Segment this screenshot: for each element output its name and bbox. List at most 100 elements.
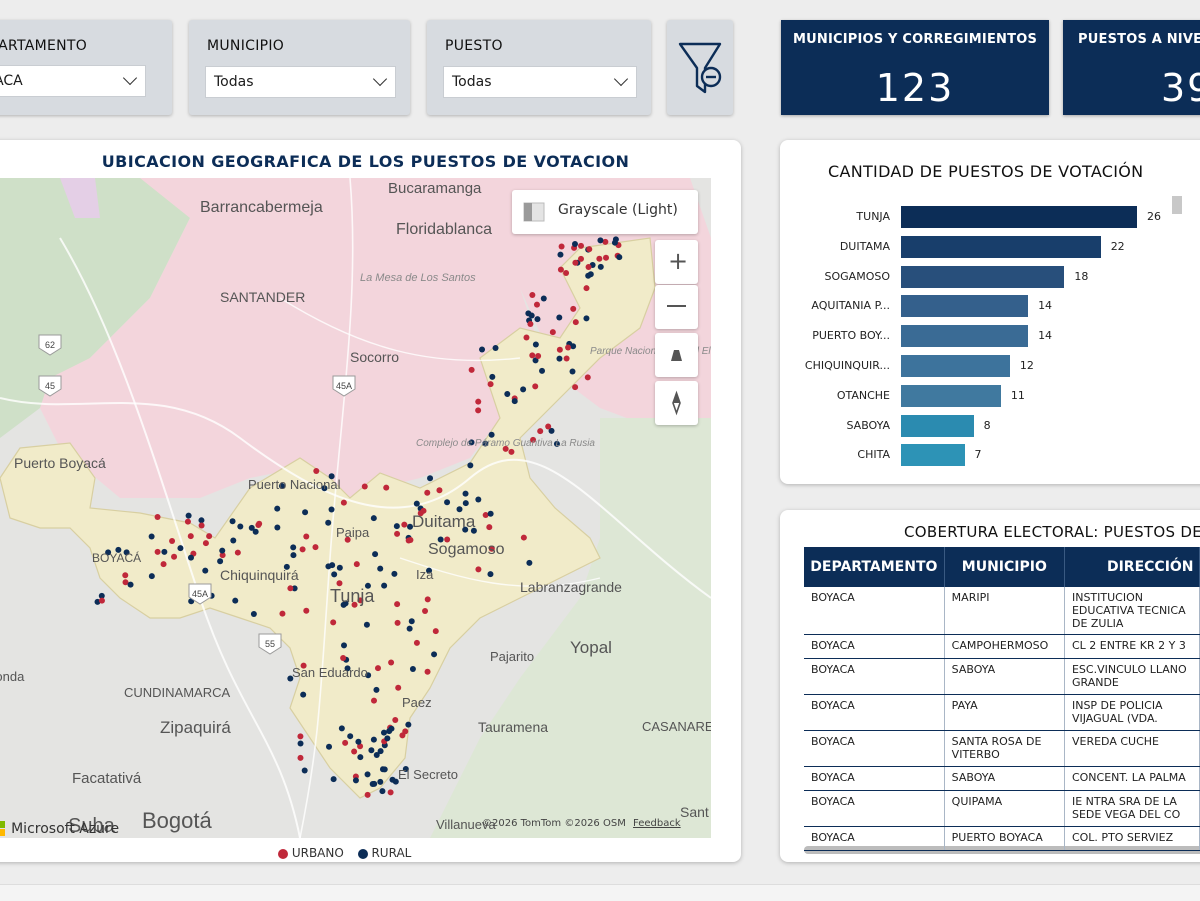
rural-station-dot[interactable] <box>148 573 155 580</box>
urbano-station-dot[interactable] <box>530 436 537 443</box>
urbano-station-dot[interactable] <box>422 607 429 614</box>
bar-row[interactable]: DUITAMA 22 <box>780 235 1200 258</box>
urbano-station-dot[interactable] <box>364 791 371 798</box>
urbano-station-dot[interactable] <box>602 238 609 245</box>
rural-station-dot[interactable] <box>377 748 384 755</box>
urbano-station-dot[interactable] <box>488 545 495 552</box>
urbano-station-dot[interactable] <box>487 381 494 388</box>
rural-station-dot[interactable] <box>444 499 451 506</box>
rural-station-dot[interactable] <box>344 665 351 672</box>
bar[interactable] <box>901 206 1137 228</box>
rural-station-dot[interactable] <box>278 482 285 489</box>
rural-station-dot[interactable] <box>492 345 499 352</box>
urbano-station-dot[interactable] <box>98 597 105 604</box>
rural-station-dot[interactable] <box>373 686 380 693</box>
table-row[interactable]: BOYACA CAMPOHERMOSO CL 2 ENTRE KR 2 Y 3 <box>804 634 1200 659</box>
rural-station-dot[interactable] <box>352 777 359 784</box>
urbano-station-dot[interactable] <box>187 533 194 540</box>
urbano-station-dot[interactable] <box>586 246 593 253</box>
urbano-station-dot[interactable] <box>154 548 161 555</box>
rural-station-dot[interactable] <box>347 733 354 740</box>
rural-station-dot[interactable] <box>456 506 463 513</box>
bar[interactable] <box>901 414 974 437</box>
urbano-station-dot[interactable] <box>557 266 564 273</box>
urbano-station-dot[interactable] <box>407 536 414 543</box>
rural-station-dot[interactable] <box>532 341 539 348</box>
rural-station-dot[interactable] <box>123 549 130 556</box>
rural-station-dot[interactable] <box>368 747 375 754</box>
zoom-in-button[interactable]: + <box>655 240 698 284</box>
urbano-station-dot[interactable] <box>424 489 431 496</box>
urbano-station-dot[interactable] <box>122 572 129 579</box>
urbano-station-dot[interactable] <box>169 538 176 545</box>
rural-station-dot[interactable] <box>355 738 362 745</box>
bar[interactable] <box>901 444 965 467</box>
table-row[interactable]: BOYACA PAYA INSP DE POLICIA VIJAGUAL (VDA. <box>804 694 1200 731</box>
urbano-station-dot[interactable] <box>154 514 161 521</box>
urbano-station-dot[interactable] <box>351 748 358 755</box>
urbano-station-dot[interactable] <box>402 728 409 735</box>
rural-station-dot[interactable] <box>539 367 546 374</box>
rural-station-dot[interactable] <box>237 523 244 530</box>
rural-station-dot[interactable] <box>185 512 192 519</box>
rural-station-dot[interactable] <box>364 582 371 589</box>
table-row[interactable]: BOYACA MARIPI INSTITUCION EDUCATIVA TECNIC… <box>804 587 1200 635</box>
urbano-station-dot[interactable] <box>482 512 489 519</box>
rural-station-dot[interactable] <box>330 776 337 783</box>
rural-station-dot[interactable] <box>487 510 494 517</box>
urbano-station-dot[interactable] <box>436 487 443 494</box>
urbano-station-dot[interactable] <box>122 579 129 586</box>
urbano-station-dot[interactable] <box>202 540 209 547</box>
urbano-station-dot[interactable] <box>432 628 439 635</box>
rural-station-dot[interactable] <box>482 440 489 447</box>
rural-station-dot[interactable] <box>479 346 486 353</box>
rural-station-dot[interactable] <box>297 740 304 747</box>
rural-station-dot[interactable] <box>504 391 511 398</box>
rural-station-dot[interactable] <box>462 490 469 497</box>
bar-row[interactable]: TUNJA 26 <box>780 206 1200 228</box>
rural-station-dot[interactable] <box>336 564 343 571</box>
bar-row[interactable]: CHIQUINQUIR... 12 <box>780 355 1200 377</box>
zoom-out-button[interactable] <box>655 285 698 329</box>
urbano-station-dot[interactable] <box>206 533 213 540</box>
rural-station-dot[interactable] <box>488 431 495 438</box>
urbano-station-dot[interactable] <box>572 384 579 391</box>
rural-station-dot[interactable] <box>373 751 380 758</box>
rural-station-dot[interactable] <box>426 567 433 574</box>
rural-station-dot[interactable] <box>540 295 547 302</box>
bar-row[interactable]: OTANCHE 11 <box>780 384 1200 407</box>
urbano-station-dot[interactable] <box>279 610 286 617</box>
urbano-station-dot[interactable] <box>527 321 534 328</box>
rural-station-dot[interactable] <box>402 765 409 772</box>
urbano-station-dot[interactable] <box>313 468 320 475</box>
bar[interactable] <box>901 235 1101 258</box>
urbano-station-dot[interactable] <box>583 285 590 292</box>
rural-station-dot[interactable] <box>475 496 482 503</box>
rural-station-dot[interactable] <box>161 548 168 555</box>
rural-station-dot[interactable] <box>511 398 518 405</box>
rural-station-dot[interactable] <box>287 675 294 682</box>
rural-station-dot[interactable] <box>377 565 384 572</box>
urbano-station-dot[interactable] <box>312 544 319 551</box>
urbano-station-dot[interactable] <box>563 269 570 276</box>
urbano-station-dot[interactable] <box>413 639 420 646</box>
rural-station-dot[interactable] <box>370 736 377 743</box>
urbano-station-dot[interactable] <box>556 346 563 353</box>
bar-row[interactable]: PUERTO BOY... 14 <box>780 325 1200 348</box>
rural-station-dot[interactable] <box>391 570 398 577</box>
table-row[interactable]: BOYACA SABOYA ESC.VINCULO LLANO GRANDE <box>804 658 1200 695</box>
urbano-station-dot[interactable] <box>577 255 584 262</box>
rural-station-dot[interactable] <box>548 427 555 434</box>
rural-station-dot[interactable] <box>388 725 395 732</box>
bar[interactable] <box>901 384 1001 407</box>
rural-station-dot[interactable] <box>115 546 122 553</box>
rural-station-dot[interactable] <box>556 314 563 321</box>
departamento-dropdown[interactable]: BOYACA <box>0 65 146 97</box>
rural-station-dot[interactable] <box>338 725 345 732</box>
rural-station-dot[interactable] <box>198 517 205 524</box>
rural-station-dot[interactable] <box>489 373 496 380</box>
rural-station-dot[interactable] <box>532 357 539 364</box>
urbano-station-dot[interactable] <box>344 536 351 543</box>
map-style-selector[interactable]: Grayscale (Light) <box>512 190 698 234</box>
rural-station-dot[interactable] <box>219 547 226 554</box>
